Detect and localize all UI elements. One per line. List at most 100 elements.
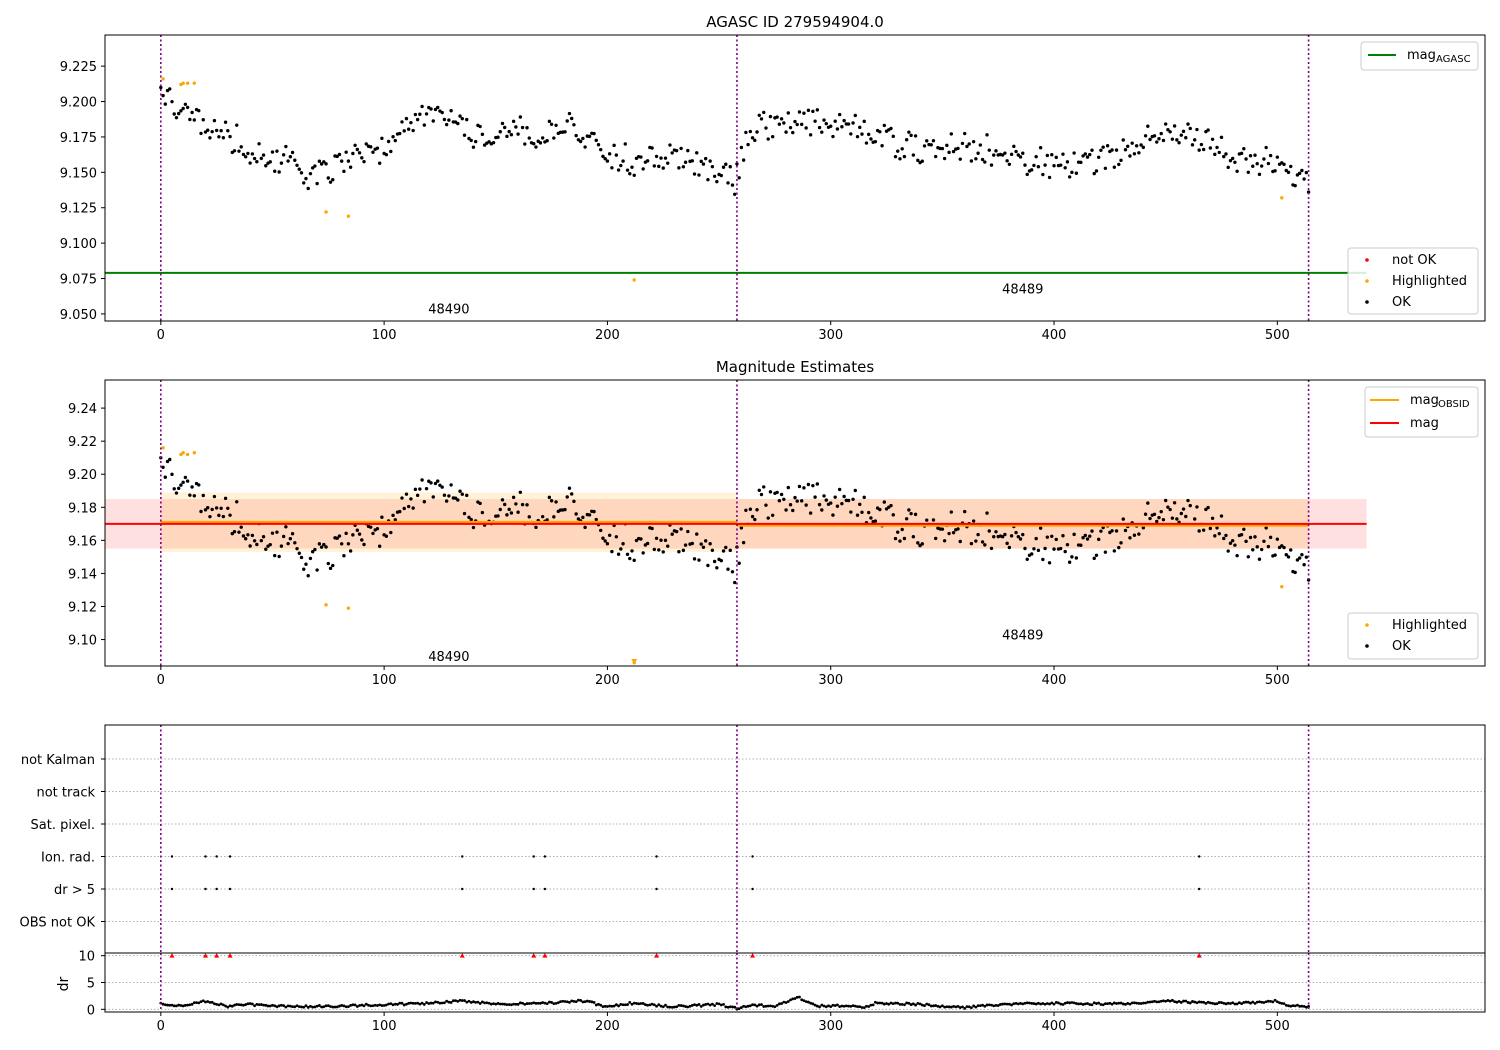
ok-point bbox=[815, 108, 820, 112]
dr-point bbox=[909, 1003, 913, 1006]
dr-point bbox=[532, 1001, 536, 1005]
ok-point bbox=[1025, 557, 1029, 561]
ok-point bbox=[1262, 539, 1266, 543]
ok-point bbox=[699, 542, 703, 546]
ok-point bbox=[784, 508, 788, 512]
ok-point bbox=[880, 144, 884, 148]
dr-point bbox=[175, 1004, 178, 1008]
dr-point bbox=[887, 1002, 891, 1006]
dr-point bbox=[1133, 1001, 1136, 1005]
ok-point bbox=[601, 154, 605, 159]
dr-point bbox=[1153, 999, 1156, 1003]
legend-sub: OBSID bbox=[1438, 399, 1470, 410]
ok-point bbox=[659, 538, 663, 542]
ok-point bbox=[456, 121, 460, 126]
dr-point bbox=[1112, 1001, 1116, 1005]
ok-point bbox=[1295, 558, 1300, 562]
legend-label: mag bbox=[1410, 393, 1439, 408]
ok-point bbox=[1246, 170, 1251, 174]
ok-point bbox=[179, 483, 183, 487]
ok-point bbox=[527, 136, 531, 140]
ok-point bbox=[1130, 141, 1134, 145]
ok-point bbox=[873, 519, 878, 523]
dr-point bbox=[1291, 1004, 1295, 1008]
ok-point bbox=[172, 487, 176, 491]
ok-point bbox=[605, 542, 610, 546]
dr-point bbox=[1101, 1003, 1105, 1007]
ok-point bbox=[733, 192, 737, 196]
dr-point bbox=[360, 1003, 364, 1007]
dr-point bbox=[865, 1004, 868, 1008]
highlighted-point bbox=[346, 606, 351, 610]
dr-point bbox=[1012, 1002, 1016, 1006]
ok-point bbox=[777, 499, 782, 503]
ok-point bbox=[668, 143, 672, 147]
dr-point bbox=[818, 1005, 821, 1009]
ok-point bbox=[896, 149, 900, 153]
ok-point bbox=[462, 511, 467, 516]
dr-point bbox=[597, 1002, 600, 1006]
dr-point bbox=[324, 1004, 328, 1008]
ok-point bbox=[447, 494, 451, 498]
dr-point bbox=[530, 1001, 533, 1005]
ok-point bbox=[992, 535, 996, 539]
flag-point bbox=[215, 855, 218, 858]
x-tick-label: 100 bbox=[372, 673, 397, 688]
dr-point bbox=[717, 1002, 721, 1006]
dr-point bbox=[1137, 1002, 1141, 1005]
dr-point bbox=[1036, 1001, 1040, 1005]
ok-point bbox=[820, 130, 824, 134]
dr-point bbox=[641, 1002, 645, 1005]
dr-point bbox=[425, 1001, 428, 1004]
dr-point bbox=[565, 1000, 569, 1004]
dr-point bbox=[760, 1003, 763, 1006]
dr-point bbox=[170, 1003, 174, 1007]
ok-point bbox=[170, 472, 174, 477]
ok-point bbox=[1016, 534, 1021, 539]
ok-point bbox=[853, 488, 857, 493]
x-tick-label: 100 bbox=[372, 328, 397, 343]
x-tick-label: 500 bbox=[1265, 328, 1290, 343]
ok-point bbox=[567, 111, 572, 116]
ok-point bbox=[788, 503, 793, 507]
ok-point bbox=[413, 487, 418, 492]
ok-point bbox=[500, 121, 505, 126]
dr-point bbox=[1050, 1001, 1054, 1005]
ok-point bbox=[813, 119, 817, 123]
dr-point bbox=[755, 1004, 759, 1008]
ok-point bbox=[288, 155, 293, 159]
dr-point bbox=[610, 1004, 614, 1008]
dr-point bbox=[943, 1005, 947, 1009]
dr-point bbox=[981, 1003, 984, 1007]
ok-point bbox=[1045, 153, 1050, 158]
ok-point bbox=[444, 499, 449, 503]
x-tick-label: 500 bbox=[1265, 1019, 1290, 1034]
dr-point bbox=[255, 1002, 259, 1006]
dr-point bbox=[594, 1003, 598, 1007]
dr-point bbox=[505, 1003, 509, 1006]
ok-point bbox=[806, 108, 811, 113]
ok-point bbox=[989, 546, 994, 551]
ok-point bbox=[1193, 517, 1197, 521]
flag-category-label: Ion. rad. bbox=[41, 851, 95, 866]
dr-point bbox=[362, 1004, 366, 1008]
ok-point bbox=[853, 113, 857, 118]
ok-point bbox=[592, 131, 596, 136]
dr-point bbox=[1025, 1001, 1029, 1005]
ok-point bbox=[223, 120, 228, 124]
ok-point bbox=[176, 111, 181, 116]
dr-point bbox=[1298, 1004, 1302, 1008]
ok-point bbox=[1172, 501, 1177, 505]
dr-point bbox=[465, 1000, 469, 1004]
ok-point bbox=[1201, 528, 1206, 532]
ok-point bbox=[206, 128, 210, 132]
ok-point bbox=[1219, 514, 1224, 518]
ok-point bbox=[469, 517, 473, 522]
ok-point bbox=[1063, 549, 1067, 554]
dr-point bbox=[1287, 1004, 1290, 1008]
highlighted-point bbox=[1280, 196, 1284, 200]
ok-point bbox=[1014, 530, 1018, 535]
ok-point bbox=[286, 541, 290, 546]
ok-point bbox=[346, 542, 351, 546]
ok-point bbox=[520, 125, 525, 130]
